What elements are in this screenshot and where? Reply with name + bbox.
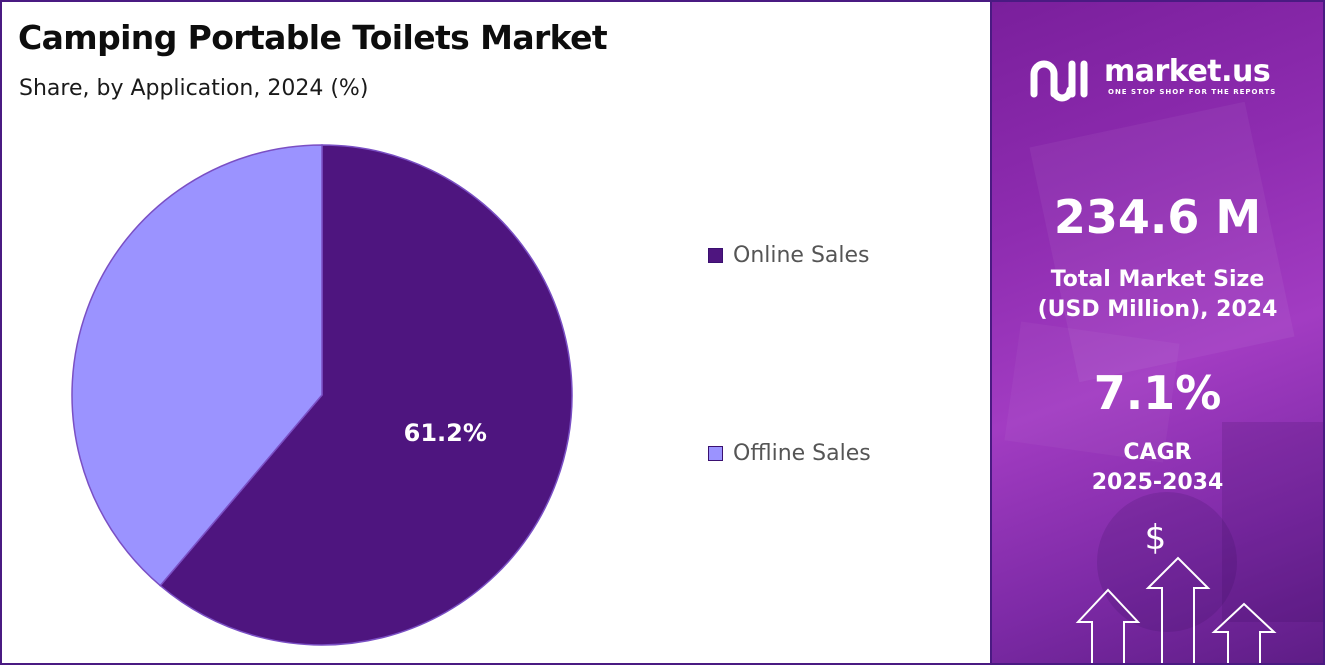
chart-panel: Camping Portable Toilets Market Share, b…: [2, 2, 992, 663]
growth-arrows-icon: [1075, 556, 1277, 663]
chart-subtitle: Share, by Application, 2024 (%): [19, 76, 369, 101]
brand-logo: market.us ONE STOP SHOP FOR THE REPORTS: [1028, 52, 1308, 104]
market-size-value: 234.6 M: [1053, 190, 1262, 244]
summary-panel: market.us ONE STOP SHOP FOR THE REPORTS …: [992, 2, 1323, 663]
cagr-period: 2025-2034: [1091, 470, 1224, 495]
dollar-icon: $: [1144, 518, 1167, 558]
legend-item-offline-sales: Offline Sales: [708, 441, 871, 466]
market-size-label-line1: Total Market Size: [1050, 267, 1265, 292]
legend-swatch-offline-sales: [708, 446, 723, 461]
pie-slice-online-sales: [159, 144, 573, 646]
market-us-logo-icon: [1030, 60, 1088, 102]
chart-title: Camping Portable Toilets Market: [18, 18, 608, 57]
pie-chart: 61.2%: [71, 144, 573, 646]
market-size-label-line2: (USD Million), 2024: [1037, 297, 1278, 322]
legend-label-offline-sales: Offline Sales: [733, 441, 871, 466]
legend-label-online-sales: Online Sales: [733, 243, 870, 268]
cagr-label: CAGR: [1123, 440, 1192, 465]
background-texture: [1004, 101, 1323, 632]
legend-swatch-online-sales: [708, 248, 723, 263]
pie-label-online-sales: 61.2%: [404, 419, 487, 447]
brand-tagline: ONE STOP SHOP FOR THE REPORTS: [1108, 88, 1277, 96]
legend-item-online-sales: Online Sales: [708, 243, 870, 268]
pie-slice-offline-sales: [71, 144, 323, 587]
brand-name: market.us: [1104, 54, 1271, 89]
cagr-value: 7.1%: [1093, 366, 1222, 420]
